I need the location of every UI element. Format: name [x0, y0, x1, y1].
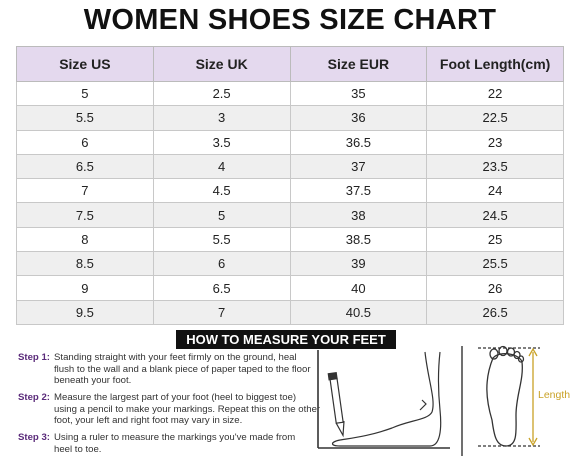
table-cell: 37 [289, 153, 428, 180]
step-text: Using a ruler to measure the markings yo… [54, 432, 295, 455]
table-cell: 7 [152, 299, 291, 325]
table-cell: 6 [152, 251, 291, 277]
step-line: beneath your foot. [54, 375, 132, 386]
table-row: 9 6.5 40 26 [16, 275, 564, 301]
table-cell: 9.5 [16, 299, 154, 325]
table-cell: 39 [289, 251, 428, 277]
table-body: 5 2.5 35 22 5.5 3 36 22.5 6 3.5 36.5 23 6.5 4 37 23.5 7 4… [16, 80, 564, 325]
length-label: Length [538, 389, 570, 401]
table-cell: 36 [289, 105, 428, 131]
table-cell: 6.5 [16, 153, 154, 180]
table-cell: 4.5 [152, 178, 291, 204]
table-cell: 23 [426, 129, 564, 155]
table-cell: 22 [426, 80, 564, 107]
step-line: Using a ruler to measure the markings yo… [54, 432, 296, 443]
step-line: using a pencil to make your markings. Re… [54, 403, 321, 415]
table-cell: 5.5 [16, 105, 154, 131]
table-row: 6 3.5 36.5 23 [16, 129, 564, 155]
table-cell: 40 [289, 275, 428, 301]
header-row: Size US Size UK Size EUR Foot Length(cm) [16, 46, 564, 82]
column-header: Size US [16, 46, 154, 82]
column-header: Size UK [152, 46, 291, 82]
table-cell: 5 [152, 202, 291, 228]
table-cell: 24 [426, 178, 564, 204]
title: WOMEN SHOES SIZE CHART [83, 4, 497, 36]
foot-top-view [478, 345, 540, 447]
table-row: 7 4.5 37.5 24 [16, 178, 564, 204]
table-cell: 5 [16, 80, 154, 107]
step-label: Step 3: [18, 432, 50, 443]
table-cell: 38.5 [289, 226, 428, 253]
step-line: Measure the largest part of your foot (h… [54, 392, 297, 403]
column-header: Foot Length(cm) [426, 46, 564, 82]
step-line: heel to toe. [54, 443, 102, 455]
step-line: flush to the wall and a blank piece of p… [54, 363, 311, 375]
table-cell: 5.5 [152, 226, 291, 253]
table-cell: 35 [289, 80, 428, 107]
table-cell: 2.5 [152, 80, 291, 107]
table-row: 9.5 7 40.5 26.5 [16, 299, 564, 325]
step-label: Step 2: [18, 392, 50, 403]
step-label: Step 1: [18, 352, 50, 363]
column-header: Size EUR [289, 46, 428, 82]
table-cell: 26 [426, 275, 564, 301]
step-line: foot, your left and right foot may vary … [54, 415, 243, 426]
table-cell: 3.5 [152, 129, 291, 155]
table-row: 8.5 6 39 25.5 [16, 251, 564, 277]
side-view [317, 350, 450, 449]
table-cell: 9 [16, 275, 154, 301]
table-cell: 4 [152, 153, 291, 180]
section-title: HOW TO MEASURE YOUR FEET [176, 330, 396, 349]
table-cell: 22.5 [426, 105, 564, 131]
table-row: 8 5.5 38.5 25 [16, 226, 564, 253]
table-cell: 25.5 [426, 251, 564, 277]
table-cell: 6 [16, 129, 154, 155]
table-cell: 8.5 [16, 251, 154, 277]
step-text: Standing straight with your feet firmly … [54, 352, 311, 387]
table-cell: 26.5 [426, 299, 564, 325]
table-row: 7.5 5 38 24.5 [16, 202, 564, 228]
table-cell: 24.5 [426, 202, 564, 228]
step-text: Measure the largest part of your foot (h… [54, 392, 320, 427]
step-line: Standing straight with your feet firmly … [54, 352, 297, 363]
table-row: 5 2.5 35 22 [16, 80, 564, 107]
table-cell: 40.5 [289, 299, 428, 325]
table-cell: 8 [16, 226, 154, 253]
table-cell: 36.5 [289, 129, 428, 155]
